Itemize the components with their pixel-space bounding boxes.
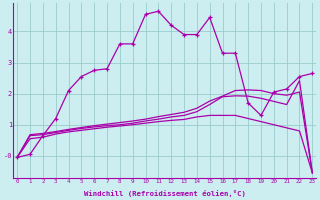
X-axis label: Windchill (Refroidissement éolien,°C): Windchill (Refroidissement éolien,°C) <box>84 190 246 197</box>
